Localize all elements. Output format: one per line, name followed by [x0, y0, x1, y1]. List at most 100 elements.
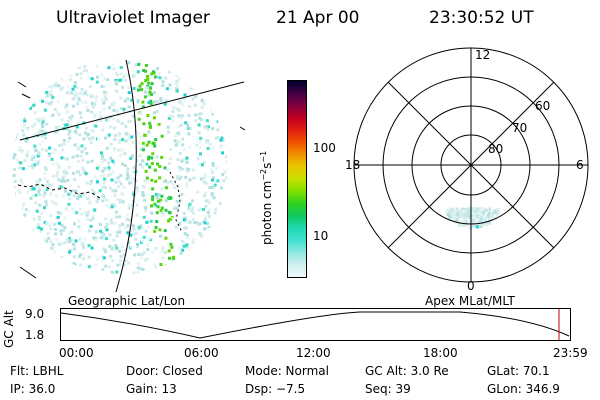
speckle-pixel [68, 237, 71, 240]
speckle-pixel [37, 223, 40, 226]
speckle-pixel [110, 270, 114, 274]
speckle-pixel [191, 87, 195, 91]
speckle-pixel [63, 170, 66, 174]
speckle-pixel [161, 214, 165, 218]
speckle-pixel [204, 66, 208, 70]
speckle-pixel [65, 157, 69, 161]
speckle-pixel [128, 138, 132, 142]
speckle-pixel [20, 149, 24, 153]
speckle-pixel [181, 167, 184, 171]
speckle-pixel [218, 248, 222, 252]
speckle-pixel [94, 230, 98, 234]
speckle-pixel [199, 85, 203, 89]
speckle-pixel [150, 211, 154, 215]
speckle-pixel [81, 100, 85, 104]
speckle-pixel [216, 179, 220, 183]
speckle-pixel [149, 219, 153, 223]
speckle-pixel [57, 124, 61, 128]
speckle-pixel [48, 184, 52, 188]
speckle-pixel [161, 80, 165, 84]
speckle-pixel [174, 143, 178, 147]
speckle-pixel [77, 194, 81, 198]
speckle-pixel [458, 215, 461, 219]
speckle-pixel [142, 144, 146, 148]
speckle-pixel [115, 119, 119, 122]
speckle-pixel [104, 264, 108, 268]
speckle-pixel [197, 123, 201, 127]
speckle-pixel [116, 263, 120, 267]
speckle-pixel [55, 129, 59, 133]
speckle-pixel [473, 207, 477, 210]
speckle-pixel [55, 60, 59, 64]
speckle-pixel [199, 136, 203, 140]
speckle-pixel [114, 79, 118, 82]
speckle-pixel [481, 214, 485, 218]
speckle-pixel [115, 270, 119, 274]
time-tick-1800: 18:00 [423, 346, 458, 360]
speckle-pixel [130, 154, 134, 158]
speckle-pixel [68, 129, 72, 133]
speckle-pixel [156, 205, 160, 209]
speckle-pixel [40, 255, 44, 259]
speckle-pixel [213, 185, 216, 189]
speckle-pixel [103, 77, 107, 81]
speckle-pixel [49, 192, 53, 196]
speckle-pixel [44, 168, 48, 172]
speckle-pixel [126, 98, 130, 102]
speckle-pixel [154, 193, 158, 197]
speckle-pixel [30, 250, 34, 254]
speckle-pixel [147, 155, 151, 159]
speckle-pixel [111, 189, 115, 193]
speckle-pixel [225, 143, 228, 147]
speckle-pixel [159, 234, 162, 238]
speckle-pixel [191, 97, 195, 101]
speckle-pixel [36, 154, 40, 158]
speckle-pixel [66, 269, 70, 273]
speckle-pixel [40, 275, 43, 278]
speckle-pixel [144, 69, 148, 73]
speckle-pixel [43, 188, 46, 192]
speckle-pixel [89, 95, 93, 99]
speckle-pixel [177, 114, 181, 118]
observation-date: 21 Apr 00 [276, 8, 360, 28]
mlt-label-0: 0 [467, 279, 475, 293]
speckle-pixel [114, 108, 117, 112]
speckle-pixel [100, 73, 104, 77]
speckle-pixel [60, 179, 64, 183]
speckle-pixel [95, 120, 99, 124]
speckle-pixel [95, 75, 99, 79]
speckle-pixel [146, 74, 149, 78]
speckle-pixel [16, 76, 20, 80]
speckle-pixel [108, 172, 112, 176]
speckle-pixel [77, 219, 81, 223]
speckle-pixel [200, 80, 204, 84]
speckle-pixel [148, 124, 152, 128]
speckle-pixel [137, 62, 141, 66]
speckle-pixel [103, 94, 107, 98]
speckle-pixel [142, 235, 146, 239]
speckle-pixel [160, 155, 164, 159]
seq-status: Seq: 39 [365, 382, 411, 396]
speckle-pixel [21, 109, 25, 113]
speckle-pixel [109, 218, 113, 222]
speckle-pixel [50, 85, 54, 89]
speckle-pixel [142, 215, 146, 219]
speckle-pixel [471, 218, 475, 222]
speckle-pixel [188, 220, 192, 224]
speckle-pixel [84, 101, 88, 104]
speckle-pixel [137, 262, 140, 266]
speckle-pixel [43, 206, 46, 210]
speckle-pixel [116, 176, 120, 180]
speckle-pixel [19, 223, 23, 227]
speckle-pixel [163, 166, 167, 170]
speckle-pixel [227, 62, 228, 66]
speckle-pixel [105, 228, 109, 232]
speckle-pixel [45, 248, 49, 252]
speckle-pixel [127, 136, 131, 139]
speckle-pixel [216, 110, 220, 114]
speckle-pixel [18, 166, 22, 170]
speckle-pixel [167, 219, 170, 223]
speckle-pixel [141, 194, 145, 197]
speckle-pixel [210, 79, 214, 83]
speckle-pixel [462, 214, 466, 218]
